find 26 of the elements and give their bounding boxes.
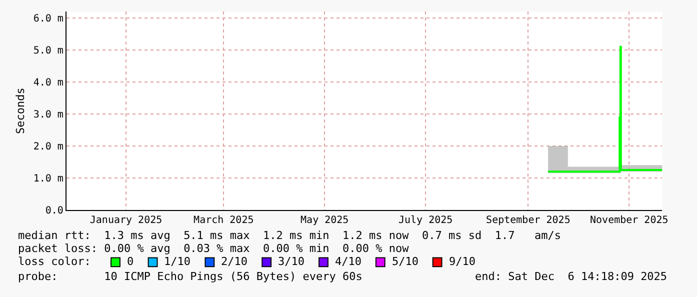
y-axis-title: Seconds (14, 88, 27, 134)
x-tick-label: July 2025 (398, 214, 453, 226)
x-tick-label: May 2025 (300, 214, 349, 226)
legend-title: loss color: (18, 255, 91, 268)
y-tick-label: 1.0 m (33, 173, 64, 184)
text: end: Sat Dec 6 14:18:09 2025 (475, 270, 668, 283)
legend-label: 9/10 (449, 255, 476, 268)
legend-label: 3/10 (278, 255, 304, 268)
y-tick-label: 0.0 (45, 205, 64, 216)
legend-label: 1/10 (164, 255, 190, 268)
x-tick-label: November 2025 (590, 214, 668, 226)
y-tick-label: 6.0 m (33, 14, 64, 25)
text: packet loss: 0.00 % avg 0.03 % max 0.00 % min 0.00 % now (18, 242, 410, 255)
y-tick-label: 2.0 m (33, 141, 64, 152)
legend-label: 4/10 (335, 255, 362, 268)
x-tick-label: September 2025 (486, 214, 570, 226)
legend-label: 2/10 (221, 255, 248, 268)
legend-label: 0 (127, 255, 134, 268)
text: probe: 10 ICMP Echo Pings (56 Bytes) every 60s (18, 270, 362, 283)
y-tick-label: 3.0 m (33, 110, 64, 121)
legend-label: 5/10 (392, 255, 418, 268)
x-tick-label: January 2025 (90, 214, 162, 226)
y-tick-label: 4.0 m (33, 78, 64, 89)
x-tick-label: March 2025 (194, 214, 254, 226)
y-tick-label: 5.0 m (33, 46, 64, 57)
text: median rtt: 1.3 ms avg 5.1 ms max 1.2 ms min 1.2 ms now 0.7 ms sd 1.7 am/s (18, 229, 562, 242)
